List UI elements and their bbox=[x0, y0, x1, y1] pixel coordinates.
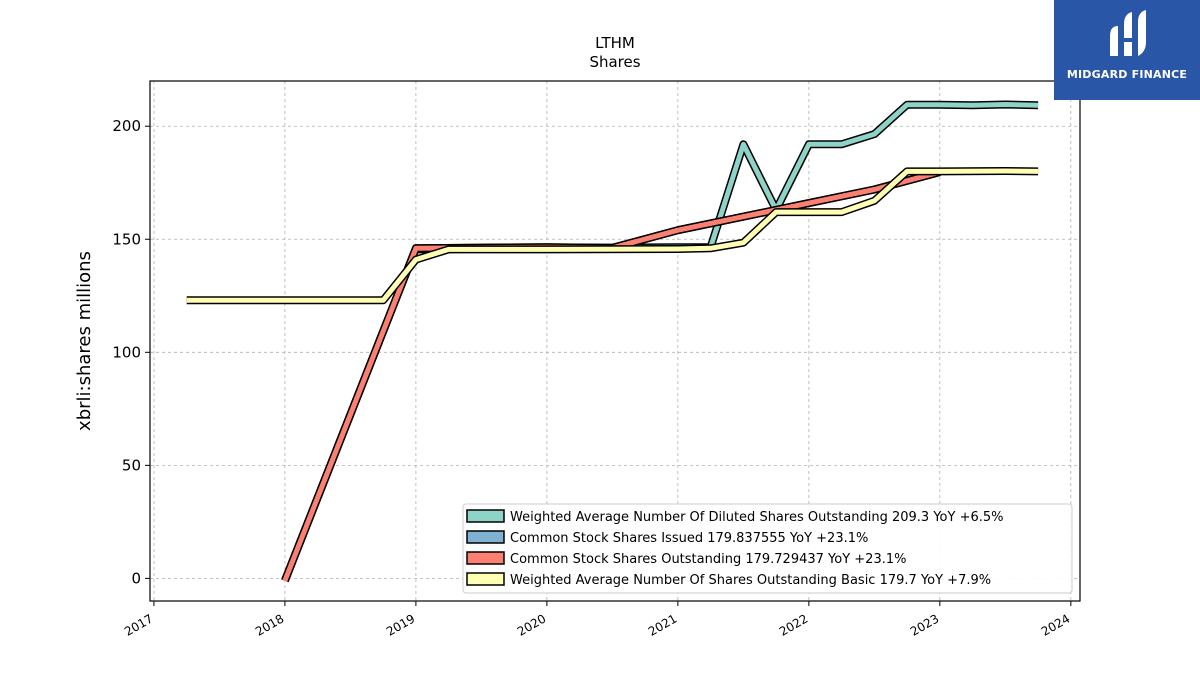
midgard-logo-icon bbox=[1110, 10, 1146, 56]
chart-title: LTHM bbox=[595, 34, 635, 52]
brand-name: MIDGARD FINANCE bbox=[1066, 68, 1188, 81]
series-line-fill bbox=[186, 168, 1039, 303]
x-tick-label: 2023 bbox=[908, 611, 941, 638]
series-layer bbox=[186, 100, 1039, 583]
chart-subtitle: Shares bbox=[589, 53, 640, 71]
series-line bbox=[186, 167, 1039, 305]
series-line-fill bbox=[282, 169, 941, 582]
y-tick-label: 100 bbox=[112, 343, 141, 361]
x-ticks: 2017 2018 2019 2020 2021 2022 2023 2024 bbox=[122, 601, 1072, 639]
legend: Weighted Average Number Of Diluted Share… bbox=[462, 503, 1073, 594]
y-tick-label: 0 bbox=[131, 569, 141, 587]
legend-label: Weighted Average Number Of Diluted Share… bbox=[510, 510, 1004, 525]
series-line bbox=[281, 168, 941, 583]
legend-swatch bbox=[466, 530, 505, 544]
legend-label: Weighted Average Number Of Shares Outsta… bbox=[510, 573, 991, 588]
legend-swatch bbox=[466, 572, 505, 586]
plot-frame bbox=[149, 80, 1081, 602]
x-tick-label: 2019 bbox=[384, 611, 417, 638]
legend-label: Common Stock Shares Outstanding 179.7294… bbox=[510, 552, 906, 567]
x-tick-label: 2017 bbox=[122, 611, 155, 638]
x-tick-label: 2020 bbox=[515, 611, 548, 638]
y-ticks: 0 50 100 150 200 bbox=[112, 117, 150, 587]
legend-label: Common Stock Shares Issued 179.837555 Yo… bbox=[510, 531, 868, 546]
legend-swatch bbox=[466, 551, 505, 565]
x-tick-label: 2024 bbox=[1039, 611, 1072, 638]
x-tick-label: 2021 bbox=[646, 611, 679, 638]
legend-box bbox=[462, 503, 1073, 594]
series-line-outline bbox=[186, 167, 1039, 305]
x-tick-label: 2018 bbox=[253, 611, 286, 638]
x-tick-label: 2022 bbox=[777, 611, 810, 638]
legend-swatch bbox=[466, 509, 505, 523]
y-tick-label: 150 bbox=[112, 230, 141, 248]
y-tick-label: 50 bbox=[122, 456, 141, 474]
y-tick-label: 200 bbox=[112, 117, 141, 135]
brand-logo: MIDGARD FINANCE bbox=[1054, 0, 1200, 100]
y-axis-label: xbrli:shares millions bbox=[74, 251, 95, 431]
